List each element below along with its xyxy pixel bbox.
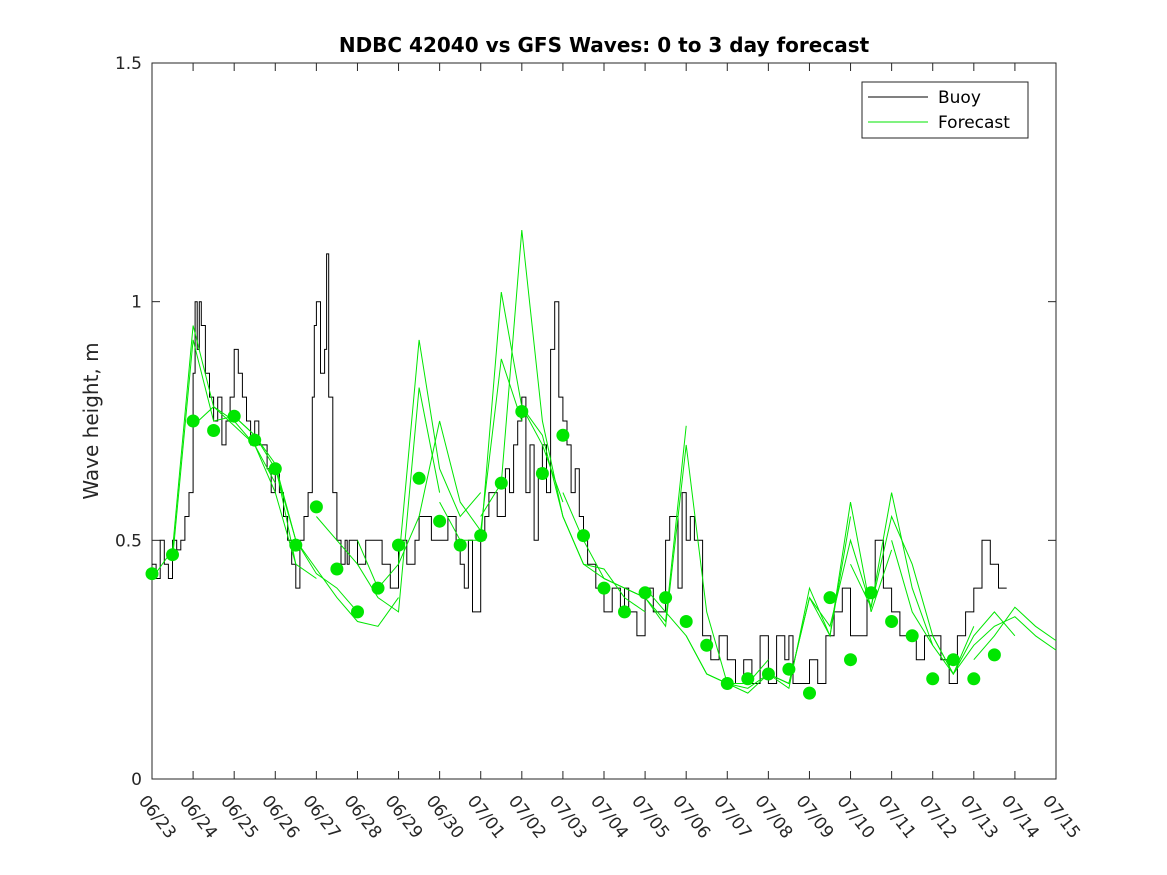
forecast-marker: [145, 567, 159, 581]
forecast-marker: [577, 529, 590, 543]
forecast-marker: [720, 677, 734, 690]
y-tick-label: 1.5: [115, 54, 142, 74]
forecast-run-line: [316, 387, 441, 613]
legend-label-forecast: Forecast: [938, 113, 1010, 133]
forecast-marker: [186, 414, 200, 428]
forecast-marker: [597, 581, 611, 595]
forecast-marker: [864, 586, 878, 600]
forecast-marker: [823, 591, 837, 605]
legend: Buoy Forecast: [861, 81, 1029, 139]
plot-series: [145, 230, 1057, 700]
forecast-marker: [803, 686, 816, 700]
forecast-marker: [761, 667, 775, 681]
forecast-marker: [638, 586, 652, 600]
forecast-marker: [289, 538, 303, 552]
forecast-marker: [227, 409, 241, 423]
forecast-run-line: [973, 606, 1057, 661]
forecast-marker: [700, 638, 714, 652]
buoy-series-line: [152, 253, 1007, 684]
y-tick-label: 0.5: [115, 531, 142, 551]
y-axis: 0 0.5 1 1.5: [115, 54, 1056, 790]
forecast-run-line: [932, 616, 1057, 675]
forecast-marker: [885, 615, 899, 628]
forecast-marker: [248, 433, 262, 447]
forecast-marker: [679, 615, 693, 628]
forecast-marker: [330, 562, 344, 576]
forecast-marker: [453, 538, 467, 552]
forecast-marker: [905, 629, 919, 643]
forecast-run-line: [398, 358, 523, 565]
forecast-marker: [782, 662, 796, 676]
forecast-marker: [392, 538, 405, 552]
chart-title: NDBC 42040 vs GFS Waves: 0 to 3 day fore…: [339, 33, 870, 57]
forecast-marker: [515, 405, 529, 418]
forecast-marker: [412, 471, 426, 485]
forecast-marker: [967, 672, 981, 686]
forecast-marker: [371, 581, 385, 595]
forecast-marker: [926, 672, 940, 686]
legend-box: [861, 81, 1029, 139]
y-axis-label: Wave height, m: [79, 342, 103, 499]
forecast-marker: [268, 462, 282, 476]
forecast-marker: [351, 605, 364, 619]
forecast-marker: [659, 591, 673, 605]
forecast-marker: [987, 648, 1001, 662]
forecast-marker: [494, 476, 508, 490]
forecast-run-line: [603, 444, 728, 684]
forecast-marker: [207, 424, 221, 437]
y-tick-label: 1: [131, 293, 142, 313]
forecast-marker: [433, 514, 447, 528]
forecast-marker: [556, 428, 570, 442]
forecast-marker: [741, 672, 755, 686]
forecast-marker: [166, 548, 179, 562]
y-tick-label: 0: [131, 770, 142, 790]
forecast-run-line: [521, 406, 646, 613]
forecast-run-line: [768, 502, 893, 690]
plot-area: [151, 62, 1057, 780]
forecast-marker: [474, 529, 488, 543]
forecast-marker: [618, 605, 631, 619]
forecast-marker: [309, 500, 323, 514]
legend-label-buoy: Buoy: [938, 88, 981, 108]
forecast-marker: [946, 653, 960, 667]
forecast-marker: [844, 653, 857, 667]
forecast-marker: [535, 467, 549, 480]
